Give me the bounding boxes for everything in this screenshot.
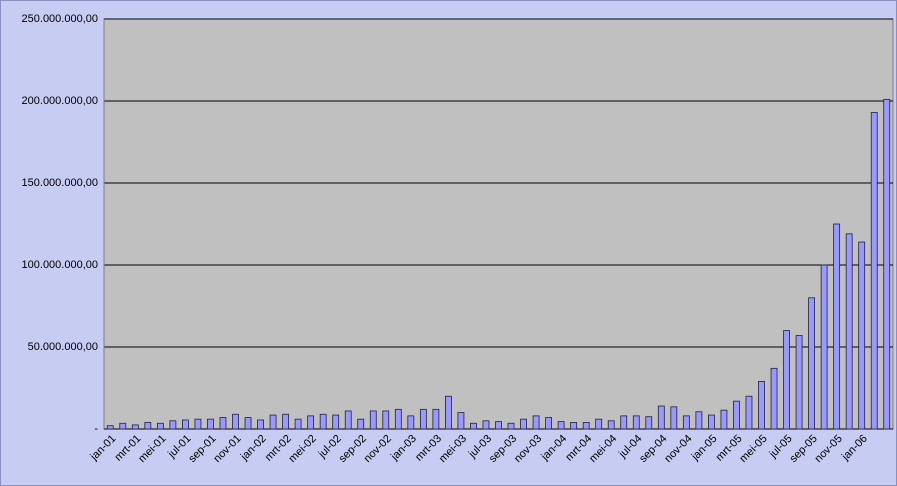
bar <box>319 413 327 430</box>
bar <box>119 422 127 430</box>
bar <box>758 381 765 430</box>
bar <box>820 264 828 430</box>
bar <box>783 330 790 430</box>
bar <box>745 395 753 430</box>
bar <box>670 406 678 430</box>
bar <box>144 422 152 430</box>
bar <box>833 223 841 430</box>
bar <box>357 418 365 430</box>
bar <box>369 410 377 430</box>
plot-area <box>103 18 894 430</box>
y-tick-label: 200.000.000,00 <box>22 95 98 107</box>
bar <box>532 415 540 430</box>
bar <box>733 400 740 430</box>
bar <box>207 418 214 430</box>
bar <box>432 408 440 430</box>
bar <box>257 419 264 430</box>
bar <box>520 418 527 430</box>
bar <box>407 415 415 430</box>
bar <box>657 405 665 430</box>
bar <box>570 422 578 430</box>
bar <box>294 418 302 430</box>
y-tick-label: - <box>94 423 98 435</box>
bar <box>708 414 715 430</box>
bar <box>332 414 340 430</box>
bar <box>632 415 640 430</box>
bar <box>307 415 315 430</box>
bar <box>682 415 690 430</box>
bar <box>770 367 778 430</box>
y-tick-label: 250.000.000,00 <box>22 13 98 25</box>
bar <box>394 408 402 430</box>
bar <box>106 425 114 430</box>
bar <box>495 421 502 430</box>
bar <box>156 422 164 430</box>
bar <box>720 409 728 430</box>
bar <box>470 422 477 430</box>
y-tick-label: 100.000.000,00 <box>22 259 98 271</box>
bar <box>382 410 390 430</box>
y-tick-label: 50.000.000,00 <box>28 341 98 353</box>
bar <box>808 297 815 430</box>
bar <box>282 413 289 430</box>
bar <box>582 422 590 430</box>
bar <box>870 112 878 430</box>
bar <box>645 416 653 430</box>
bar <box>620 415 628 430</box>
bar <box>244 417 252 430</box>
bar <box>219 417 227 430</box>
bar <box>507 422 515 430</box>
bar <box>169 420 177 430</box>
bar <box>557 421 565 430</box>
bar <box>545 417 552 430</box>
bar <box>445 395 452 430</box>
bar <box>858 241 866 430</box>
bar <box>131 424 139 430</box>
bar <box>269 414 277 430</box>
bar <box>482 420 490 430</box>
bar <box>194 418 202 430</box>
bar <box>845 233 853 430</box>
bar <box>883 98 891 430</box>
bar <box>232 413 239 430</box>
bar <box>344 410 352 430</box>
bar <box>607 420 615 430</box>
bar <box>457 412 465 430</box>
bar <box>419 408 427 430</box>
bar <box>182 419 189 430</box>
bar <box>695 411 703 430</box>
bar <box>795 335 803 430</box>
y-tick-label: 150.000.000,00 <box>22 177 98 189</box>
bar <box>595 418 603 430</box>
